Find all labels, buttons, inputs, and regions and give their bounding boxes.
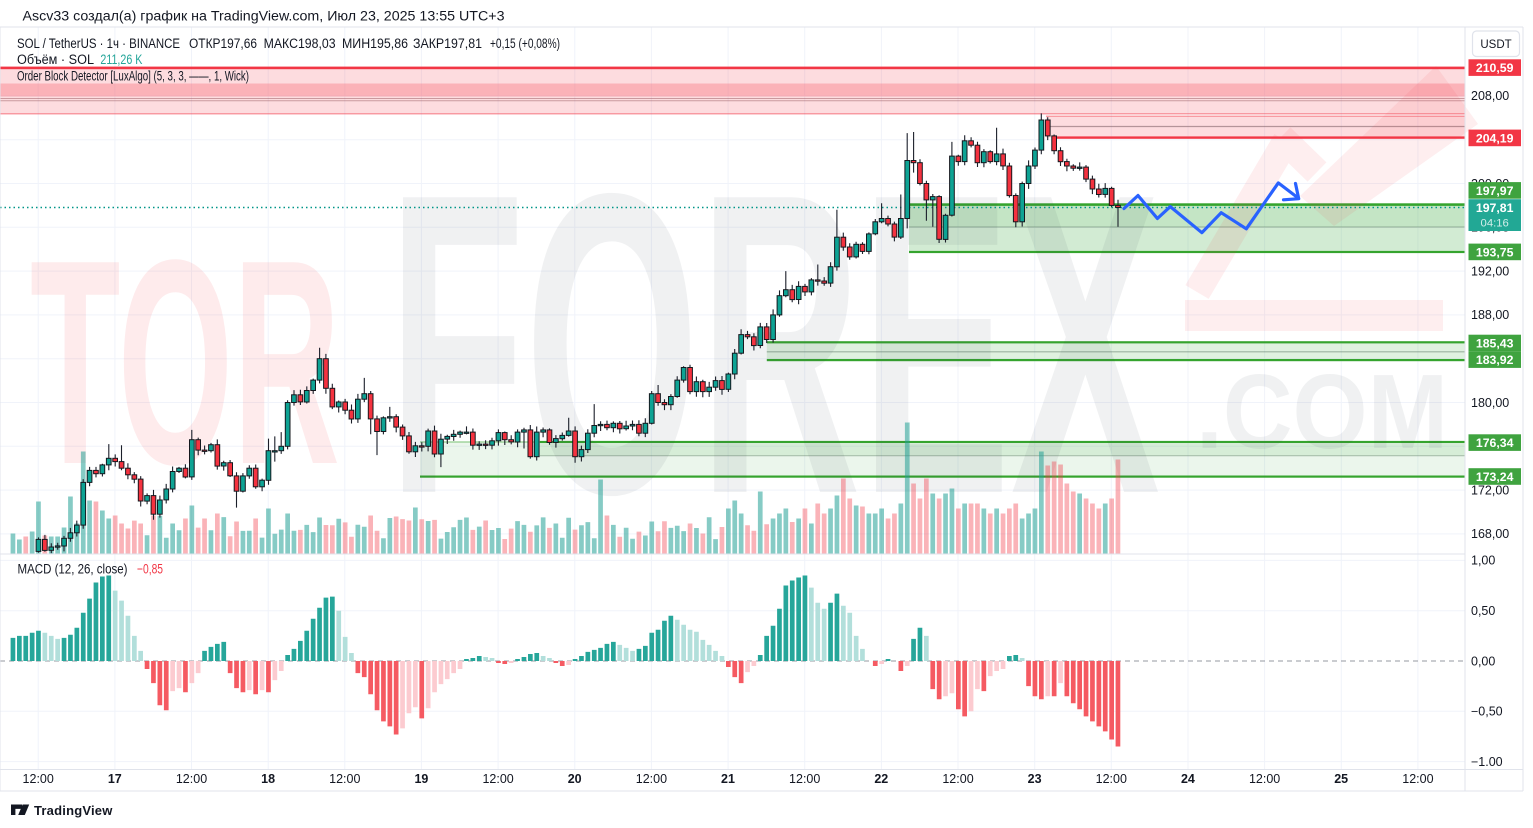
svg-text:12:00: 12:00 <box>176 772 207 786</box>
svg-text:FOREX: FOREX <box>388 105 1161 583</box>
svg-text:22: 22 <box>874 772 888 786</box>
svg-text:+0,15 (+0,08%): +0,15 (+0,08%) <box>490 36 560 51</box>
svg-text:ЗАКР197,81: ЗАКР197,81 <box>413 36 482 51</box>
svg-text:−0,50: −0,50 <box>1471 705 1503 719</box>
svg-text:МИН195,86: МИН195,86 <box>342 36 408 51</box>
svg-text:23: 23 <box>1028 772 1042 786</box>
svg-text:04:16: 04:16 <box>1481 218 1509 230</box>
svg-text:0,50: 0,50 <box>1471 604 1495 618</box>
svg-text:19: 19 <box>414 772 428 786</box>
svg-text:.COM: .COM <box>1196 353 1448 471</box>
svg-text:185,43: 185,43 <box>1476 336 1514 350</box>
svg-text:12:00: 12:00 <box>636 772 667 786</box>
svg-text:−1.00: −1.00 <box>1471 755 1503 769</box>
svg-text:180,00: 180,00 <box>1471 396 1509 410</box>
svg-text:211,26 K: 211,26 K <box>100 52 142 67</box>
svg-text:172,00: 172,00 <box>1471 483 1509 497</box>
svg-text:MACD (12, 26, close): MACD (12, 26, close) <box>18 562 128 577</box>
svg-text:197,97: 197,97 <box>1476 184 1514 198</box>
svg-text:USDT: USDT <box>1480 39 1511 51</box>
svg-text:12:00: 12:00 <box>1402 772 1433 786</box>
svg-text:192,00: 192,00 <box>1471 264 1509 278</box>
svg-text:173,24: 173,24 <box>1476 470 1514 484</box>
svg-text:12:00: 12:00 <box>942 772 973 786</box>
svg-text:20: 20 <box>568 772 582 786</box>
svg-text:12:00: 12:00 <box>329 772 360 786</box>
svg-text:12:00: 12:00 <box>482 772 513 786</box>
svg-text:193,75: 193,75 <box>1476 245 1514 259</box>
svg-text:−0,85: −0,85 <box>137 562 163 577</box>
svg-text:188,00: 188,00 <box>1471 308 1509 322</box>
svg-text:17: 17 <box>108 772 122 786</box>
svg-text:176,34: 176,34 <box>1476 436 1514 450</box>
svg-text:25: 25 <box>1334 772 1348 786</box>
svg-text:168,00: 168,00 <box>1471 527 1509 541</box>
svg-text:Order Block Detector [LuxAlgo]: Order Block Detector [LuxAlgo] (5, 3, 3,… <box>17 69 249 84</box>
svg-text:18: 18 <box>261 772 275 786</box>
svg-text:12:00: 12:00 <box>1249 772 1280 786</box>
svg-text:0,00: 0,00 <box>1471 654 1495 668</box>
svg-text:МАКС198,03: МАКС198,03 <box>264 36 336 51</box>
svg-text:Объём · SOL: Объём · SOL <box>17 52 94 67</box>
svg-text:21: 21 <box>721 772 735 786</box>
svg-text:12:00: 12:00 <box>23 772 54 786</box>
svg-text:24: 24 <box>1181 772 1195 786</box>
svg-text:Ascv33 создал(а) график на Tra: Ascv33 создал(а) график на TradingView.c… <box>23 9 505 25</box>
svg-text:183,92: 183,92 <box>1476 353 1514 367</box>
svg-text:12:00: 12:00 <box>1096 772 1127 786</box>
svg-text:210,59: 210,59 <box>1476 61 1514 75</box>
svg-text:197,81: 197,81 <box>1476 201 1514 215</box>
svg-text:208,00: 208,00 <box>1471 89 1509 103</box>
svg-text:204,19: 204,19 <box>1476 131 1514 145</box>
svg-text:TradingView: TradingView <box>34 803 113 818</box>
svg-text:SOL / TetherUS · 1ч · BINANCE: SOL / TetherUS · 1ч · BINANCE <box>17 36 180 51</box>
svg-text:12:00: 12:00 <box>789 772 820 786</box>
svg-text:1,00: 1,00 <box>1471 554 1495 568</box>
svg-text:ОТКР197,66: ОТКР197,66 <box>189 36 257 51</box>
